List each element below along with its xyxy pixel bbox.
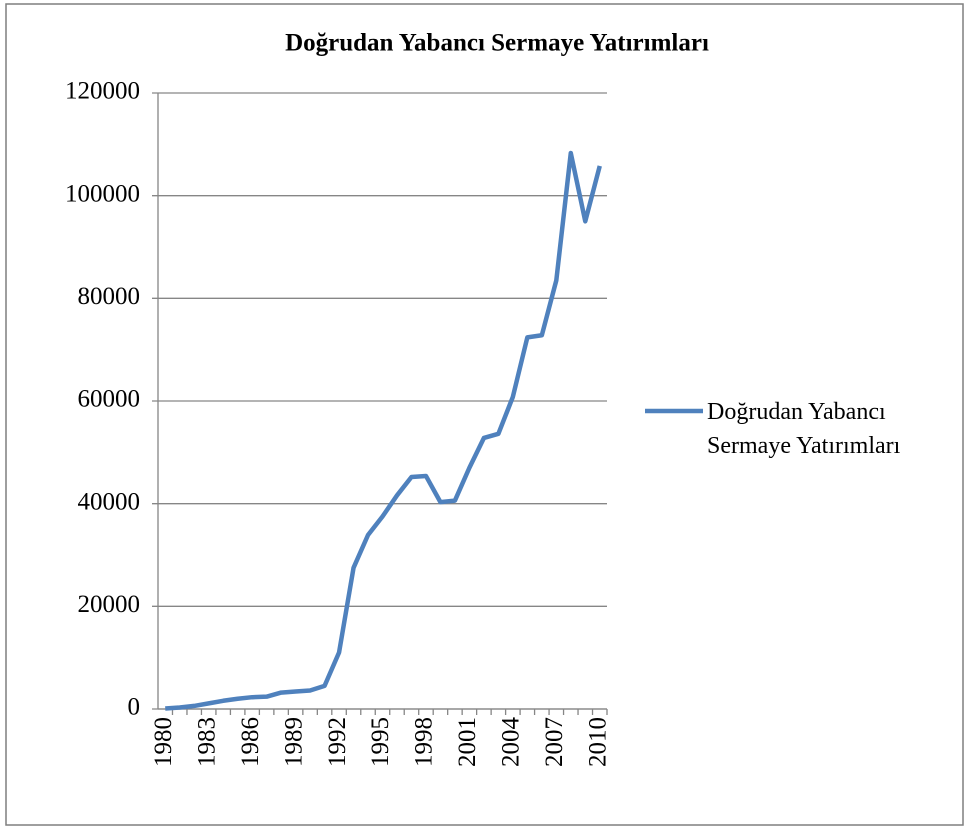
data-line — [165, 150, 602, 711]
y-tick-label: 20000 — [78, 591, 141, 618]
y-tick-label: 0 — [128, 694, 141, 721]
x-tick-label: 1989 — [280, 717, 307, 767]
y-tick-label: 40000 — [78, 488, 141, 515]
chart-border — [5, 3, 964, 826]
x-tick-label: 1992 — [324, 717, 351, 767]
x-tick-label: 1980 — [150, 717, 177, 767]
legend-label: Doğrudan Yabancı Sermaye Yatırımları — [707, 399, 901, 459]
x-tick-label: 1998 — [411, 717, 438, 767]
x-tick-label: 1995 — [367, 717, 394, 767]
y-tick-label: 100000 — [65, 180, 140, 207]
y-tick-label: 60000 — [78, 386, 141, 413]
y-tick-label: 120000 — [65, 78, 140, 105]
x-tick-label: 2010 — [584, 717, 611, 767]
x-tick-label: 1986 — [237, 717, 264, 767]
x-tick-label: 2007 — [541, 717, 568, 767]
x-tick-label: 1983 — [193, 717, 220, 767]
chart-title: Doğrudan Yabancı Sermaye Yatırımları — [285, 30, 709, 57]
y-tick-label: 80000 — [78, 283, 141, 310]
x-tick-label: 2004 — [498, 717, 525, 768]
x-tick-label: 2001 — [454, 717, 481, 767]
